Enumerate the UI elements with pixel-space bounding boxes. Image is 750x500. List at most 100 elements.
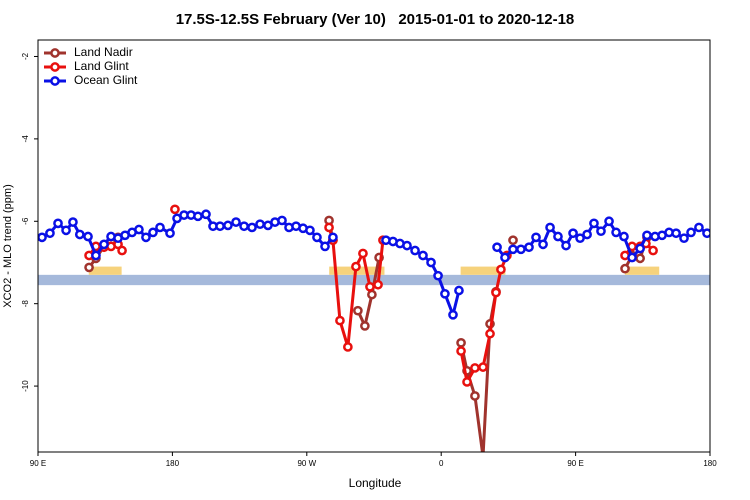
series-point [351,261,361,272]
series-point [648,245,658,256]
series-point [538,239,548,250]
series-point [418,250,428,261]
series-point [531,232,541,243]
series-point [193,211,203,222]
series-point [117,245,127,256]
y-tick-label: -4 [21,135,30,143]
series-point [343,342,353,352]
series-point [83,231,93,242]
series-point [642,230,652,241]
series-point [45,228,55,239]
series-point [91,250,101,261]
series-point [247,222,257,233]
legend-label: Land Nadir [74,45,133,59]
legend-marker [50,62,60,72]
series-point [335,315,345,326]
series-point [545,222,555,233]
series-point [627,252,637,263]
series-point [635,253,645,264]
series-point [38,232,47,243]
series-point [485,328,495,339]
series-point [312,232,322,243]
series-point [365,281,375,292]
series-point [456,337,466,348]
series-point [277,215,287,226]
series-point [201,209,211,220]
series-point [84,262,94,273]
series-point [440,288,450,299]
series-point [433,270,443,281]
series-point [553,231,563,242]
series-point [170,204,180,215]
series-point [141,232,151,243]
series-point [462,377,472,387]
series-point [155,222,165,233]
series-point [582,229,592,240]
series-point [596,226,606,237]
series-point [61,225,71,236]
series-point [255,219,265,230]
x-tick-label: 180 [166,459,180,468]
series-point [516,244,526,255]
series-point [492,242,502,253]
series-point [470,391,480,401]
land-region [624,266,660,275]
series-point [134,224,144,235]
series-point [500,252,510,263]
series-point [305,225,315,236]
series-point [74,229,85,240]
y-axis-label: XCO2 - MLO trend (ppm) [2,184,14,307]
series-point [568,228,578,239]
series-point [491,287,501,298]
series-point [470,363,480,373]
y-tick-label: -10 [21,380,30,392]
y-tick-label: -6 [21,217,30,225]
series-point [148,227,158,238]
series-point [358,248,368,259]
series-point [456,346,466,356]
data-layer [38,204,710,452]
x-tick-label: 0 [439,459,444,468]
series-point [165,228,175,239]
x-axis-label: Longitude [349,476,402,490]
series-point [635,243,645,254]
series-point [496,264,506,275]
series-point [320,241,330,252]
series-point [604,216,614,227]
series-point [620,263,630,274]
plot-frame [37,39,711,453]
series-point [575,233,585,244]
series-point [373,279,383,290]
series-point [454,285,464,296]
y-tick-label: -8 [21,300,30,308]
x-tick-label: 90 W [297,459,316,468]
series-point [402,240,412,251]
legend-label: Ocean Glint [74,73,138,87]
series-point [508,244,518,255]
y-tick-label: -2 [21,52,30,60]
series-point [611,227,621,238]
series-point [99,239,109,250]
land-region [460,266,506,275]
series-point [508,235,518,246]
series-point [448,309,458,320]
series-point [679,233,689,244]
series-point [426,257,436,268]
series-point [561,240,571,251]
series-point [215,221,225,232]
series-point [53,218,63,229]
x-tick-label: 90 E [30,459,46,468]
series-point [702,228,710,239]
series-point [686,227,696,238]
x-tick-label: 180 [703,459,717,468]
series-point [478,362,488,372]
legend-marker [50,76,60,86]
land-region [88,266,122,275]
series-point [328,232,338,243]
series-point [231,217,241,227]
x-tick-label: 90 E [567,459,583,468]
series-point [324,222,334,233]
chart-title: 17.5S-12.5S February (Ver 10) 2015-01-01… [176,11,575,28]
series-line [356,257,381,331]
series-point [481,451,485,452]
